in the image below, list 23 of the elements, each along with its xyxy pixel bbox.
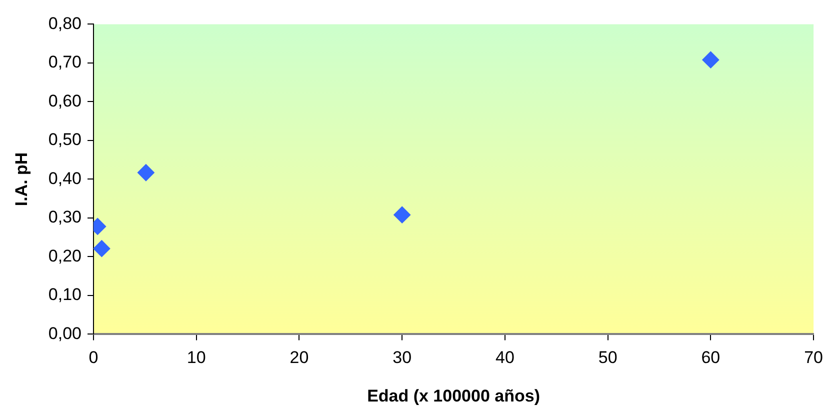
x-tick-label: 30 — [392, 348, 412, 368]
x-tick-label: 0 — [88, 348, 98, 368]
x-tick-label: 40 — [495, 348, 514, 368]
x-tick-label: 50 — [598, 348, 618, 368]
y-tick-label: 0,20 — [48, 246, 82, 266]
point — [137, 164, 154, 182]
point — [93, 240, 110, 258]
y-tick-label: 0,00 — [48, 324, 82, 343]
y-tick-label: 0,50 — [48, 130, 82, 150]
x-tick-label: 10 — [186, 348, 206, 368]
x-tick-label: 20 — [290, 348, 309, 368]
y-tick-label: 0,30 — [48, 208, 82, 227]
x-tick-label: 70 — [804, 348, 824, 368]
y-tick-label: 0,10 — [48, 285, 82, 304]
x-axis-title: Edad (x 100000 años) — [367, 386, 540, 406]
y-tick-label: 0,60 — [48, 91, 82, 110]
y-axis-title: I.A. pH — [12, 152, 31, 206]
y-tick-label: 0,40 — [48, 168, 82, 188]
y-tick-label: 0,80 — [48, 14, 82, 33]
point — [702, 51, 720, 68]
y-tick-label: 0,70 — [48, 52, 82, 72]
point — [394, 206, 411, 224]
x-tick-label: 60 — [701, 348, 720, 368]
